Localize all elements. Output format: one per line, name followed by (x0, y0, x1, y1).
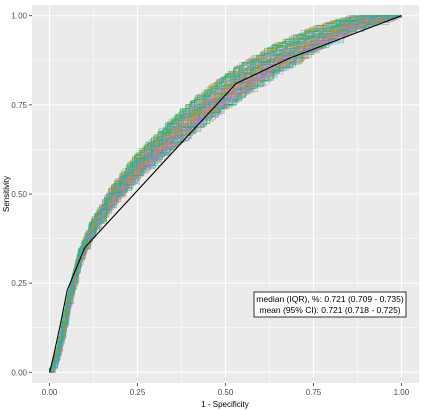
bootstrap-roc-curve (49, 15, 402, 373)
y-tick-label: 1.00 (11, 12, 27, 21)
x-tick-label: 0.25 (130, 388, 146, 397)
auc-annotation: median (IQR), %: 0.721 (0.709 - 0.735) m… (253, 291, 407, 318)
annotation-line-2: mean (95% CI): 0.721 (0.718 - 0.725) (259, 305, 400, 315)
annotation-box (253, 291, 407, 318)
bootstrap-roc-curve (49, 15, 402, 373)
bootstrap-roc-curve (49, 15, 402, 373)
bootstrap-roc-curve (49, 15, 402, 373)
main-roc-line (49, 15, 402, 373)
y-tick-label: 0.00 (11, 368, 27, 377)
y-tick-label: 0.25 (11, 279, 27, 288)
y-tick-label: 0.75 (11, 101, 27, 110)
bootstrap-roc-curve (49, 15, 402, 373)
y-axis-ticks: 0.00 0.25 0.50 0.75 1.00 (11, 12, 32, 377)
x-axis-ticks: 0.00 0.25 0.50 0.75 1.00 (42, 383, 410, 397)
y-axis-title: Sensitivity (2, 176, 11, 212)
x-tick-label: 0.00 (42, 388, 58, 397)
annotation-line-1: median (IQR), %: 0.721 (0.709 - 0.735) (256, 294, 404, 304)
y-tick-label: 0.50 (11, 190, 27, 199)
x-tick-label: 1.00 (394, 388, 410, 397)
x-tick-label: 0.75 (306, 388, 322, 397)
x-axis-title: 1 - Specificity (201, 400, 249, 409)
bootstrap-roc-curve (49, 15, 402, 373)
bootstrap-roc-curve (49, 15, 402, 373)
x-tick-label: 0.50 (218, 388, 234, 397)
bootstrap-curves (49, 15, 402, 373)
main-series (49, 15, 402, 373)
